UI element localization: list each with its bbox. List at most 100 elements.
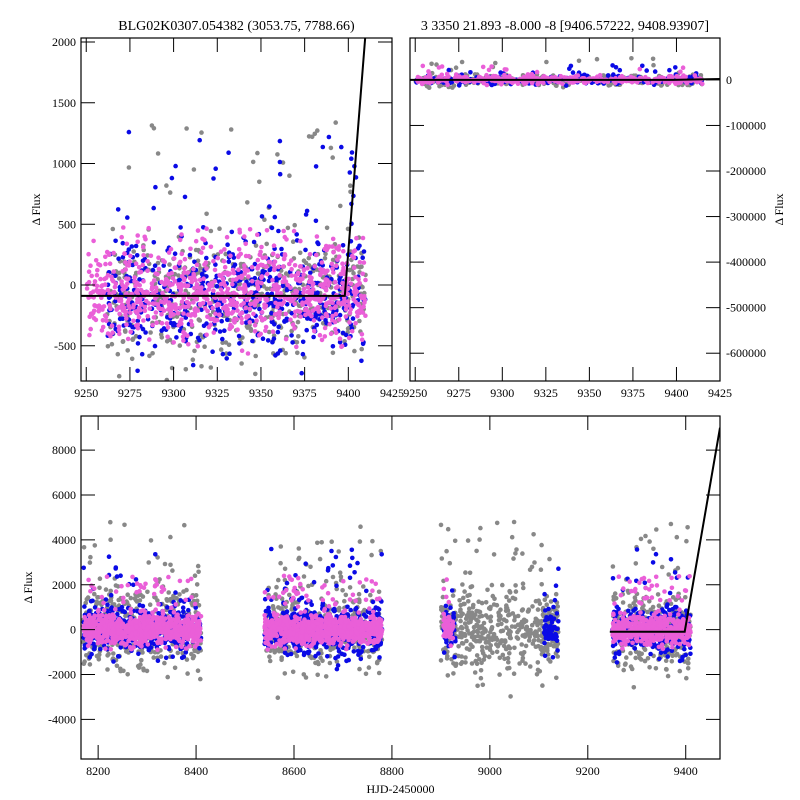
data-point-magenta (96, 303, 102, 309)
data-point-gray (461, 595, 466, 601)
data-point-gray (301, 672, 307, 677)
data-point-gray (530, 604, 535, 609)
data-point-blue (556, 619, 561, 624)
data-point-gray (275, 695, 281, 700)
data-point-magenta (208, 300, 213, 306)
data-point-blue (349, 156, 354, 161)
data-point-magenta (235, 327, 240, 333)
data-point-magenta (188, 318, 194, 324)
data-point-gray (125, 348, 130, 353)
data-point-magenta (354, 309, 360, 315)
data-point-gray (342, 598, 347, 604)
data-point-gray (144, 668, 150, 674)
data-point-gray (472, 670, 478, 675)
data-point-gray (496, 617, 502, 623)
data-point-gray (108, 537, 113, 542)
data-point-magenta (235, 308, 240, 313)
data-point-gray (466, 610, 472, 615)
data-point-gray (451, 671, 456, 676)
data-point-gray (195, 258, 201, 264)
data-point-gray (155, 260, 161, 266)
data-point-magenta (323, 303, 329, 309)
data-point-gray (490, 650, 495, 655)
data-point-gray (168, 534, 173, 540)
data-point-gray (642, 658, 648, 664)
data-point-magenta (188, 246, 193, 252)
data-point-gray (278, 606, 283, 611)
data-point-magenta (243, 253, 249, 259)
data-point-magenta (293, 309, 298, 315)
data-point-magenta (330, 236, 336, 242)
data-point-gray (507, 651, 512, 656)
data-point-gray (455, 613, 460, 619)
data-point-magenta (354, 235, 359, 241)
data-point-gray (673, 652, 679, 658)
data-point-gray (467, 647, 472, 652)
data-point-magenta (84, 286, 90, 291)
data-point-magenta (329, 261, 335, 267)
data-point-magenta (93, 258, 99, 263)
data-point-magenta (105, 272, 111, 278)
data-point-gray (287, 592, 292, 598)
data-point-gray (537, 627, 542, 632)
data-point-gray (126, 165, 132, 170)
data-point-magenta (117, 304, 123, 310)
data-point-gray (647, 599, 652, 604)
data-point-blue (269, 310, 274, 316)
data-point-gray (478, 525, 483, 531)
data-point-blue (150, 267, 156, 273)
data-point-gray (529, 631, 534, 636)
data-point-magenta (104, 318, 109, 324)
data-point-magenta (285, 282, 291, 288)
data-point-magenta (637, 66, 643, 72)
data-point-blue (347, 170, 353, 175)
data-point-gray (145, 589, 150, 595)
data-point-blue (260, 336, 266, 342)
data-point-blue (250, 338, 255, 344)
data-point-blue (152, 263, 158, 269)
data-point-magenta (230, 277, 236, 283)
data-point-magenta (125, 281, 130, 286)
data-point-magenta (356, 277, 361, 282)
data-point-gray (287, 173, 292, 178)
data-point-magenta (275, 291, 280, 296)
data-point-gray (554, 675, 559, 681)
data-point-gray (517, 661, 522, 666)
data-point-gray (507, 665, 512, 671)
data-point-magenta (320, 284, 326, 290)
data-point-gray (116, 373, 122, 379)
data-point-magenta (154, 320, 159, 326)
data-point-gray (491, 552, 497, 557)
data-point-blue (308, 270, 313, 276)
data-point-gray (468, 584, 474, 590)
data-point-magenta (176, 284, 182, 290)
data-point-magenta (427, 71, 432, 77)
data-point-blue (180, 605, 186, 610)
data-point-magenta (558, 73, 564, 79)
data-point-magenta (349, 328, 355, 334)
data-point-gray (330, 257, 336, 263)
data-point-magenta (239, 320, 245, 326)
data-point-gray (306, 583, 311, 589)
data-point-gray (97, 585, 102, 591)
data-point-gray (250, 159, 256, 165)
data-point-gray (686, 660, 691, 666)
data-point-magenta (232, 320, 237, 325)
data-point-gray (282, 671, 288, 676)
data-point-magenta (153, 285, 159, 291)
data-point-magenta (185, 283, 191, 289)
data-point-gray (315, 540, 320, 546)
data-point-magenta (191, 271, 196, 277)
y-tick-label: -600000 (726, 346, 766, 360)
data-point-magenta (499, 82, 504, 87)
data-point-blue (243, 320, 249, 325)
data-point-magenta (142, 304, 148, 310)
data-point-blue (172, 251, 178, 256)
data-point-blue (640, 63, 645, 69)
data-point-magenta (312, 264, 318, 269)
data-point-gray (253, 353, 258, 359)
data-point-gray (296, 556, 301, 562)
data-point-blue (304, 208, 310, 214)
data-point-blue (441, 650, 447, 655)
data-point-magenta (236, 267, 241, 273)
